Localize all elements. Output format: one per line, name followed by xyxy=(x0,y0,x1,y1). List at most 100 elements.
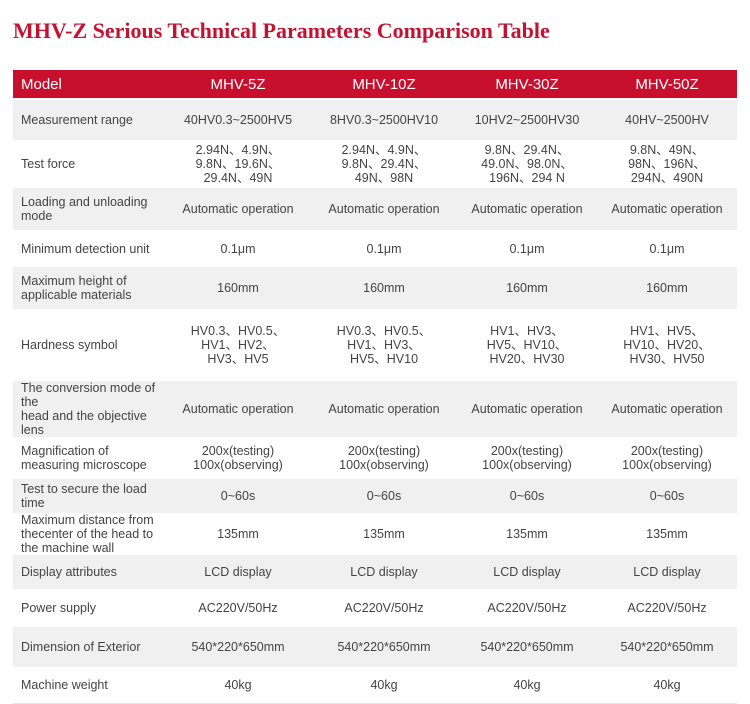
cell-line: 200x(testing) xyxy=(201,444,275,458)
table-row: Dimension of Exterior 540*220*650mm 540*22… xyxy=(13,627,737,667)
cell-line: HV1、HV5、 xyxy=(630,324,704,338)
row-label: Test to secure the load time xyxy=(13,479,165,513)
cell-line: 196N、294 N xyxy=(489,171,565,185)
cell: 160mm xyxy=(597,267,737,309)
cell: 540*220*650mm xyxy=(165,627,311,667)
header-cell: Model xyxy=(13,70,165,98)
cell: 160mm xyxy=(311,267,457,309)
cell: Automatic operation xyxy=(457,381,597,437)
cell: HV1、HV5、 HV10、HV20、 HV30、HV50 xyxy=(597,309,737,381)
cell: Automatic operation xyxy=(597,188,737,230)
cell: 10HV2~2500HV30 xyxy=(457,100,597,140)
cell: 160mm xyxy=(457,267,597,309)
cell-line: HV0.3、HV0.5、 xyxy=(336,324,432,338)
cell-line: applicable materials xyxy=(21,288,132,302)
row-label: Magnification of measuring microscope xyxy=(13,437,165,479)
cell: 200x(testing) 100x(observing) xyxy=(311,437,457,479)
cell: 0.1μm xyxy=(165,230,311,267)
cell-line: 200x(testing) xyxy=(490,444,564,458)
row-label: Hardness symbol xyxy=(13,309,165,381)
cell: AC220V/50Hz xyxy=(597,589,737,627)
cell: LCD display xyxy=(311,555,457,589)
cell-line: HV1、HV3、 xyxy=(490,324,564,338)
table-row: Hardness symbol HV0.3、HV0.5、 HV1、HV2、 HV3、H… xyxy=(13,309,737,381)
cell-line: HV1、HV3、 xyxy=(347,338,421,352)
cell: HV1、HV3、 HV5、HV10、 HV20、HV30 xyxy=(457,309,597,381)
cell-line: Maximum height of xyxy=(21,274,127,288)
table-row: Minimum detection unit 0.1μm 0.1μm 0.1μm 0.1… xyxy=(13,230,737,267)
header-cell: MHV-10Z xyxy=(311,70,457,98)
cell-line: 9.8N、29.4N、 xyxy=(484,143,570,157)
row-label: Test force xyxy=(13,140,165,188)
cell-line: 200x(testing) xyxy=(347,444,421,458)
cell: 40HV~2500HV xyxy=(597,100,737,140)
cell: 0~60s xyxy=(597,479,737,513)
table-row: The conversion mode of the head and the o… xyxy=(13,381,737,437)
cell-line: 100x(observing) xyxy=(339,458,429,472)
cell: Automatic operation xyxy=(311,381,457,437)
row-label: Minimum detection unit xyxy=(13,230,165,267)
cell: AC220V/50Hz xyxy=(311,589,457,627)
cell: Automatic operation xyxy=(165,188,311,230)
table-row: Loading and unloading mode Automatic oper… xyxy=(13,188,737,230)
cell: 0~60s xyxy=(165,479,311,513)
page-title: MHV-Z Serious Technical Parameters Compa… xyxy=(13,18,550,43)
cell-line: the machine wall xyxy=(21,541,115,555)
cell: 135mm xyxy=(165,513,311,555)
cell-line: 49.0N、98.0N、 xyxy=(481,157,573,171)
cell-line: thecenter of the head to xyxy=(21,527,154,541)
row-label: The conversion mode of the head and the o… xyxy=(13,381,165,437)
cell-line: 100x(observing) xyxy=(193,458,283,472)
cell-line: HV5、HV10 xyxy=(349,352,419,366)
cell: Automatic operation xyxy=(457,188,597,230)
cell: AC220V/50Hz xyxy=(165,589,311,627)
table-row: Power supply AC220V/50Hz AC220V/50Hz AC220V… xyxy=(13,589,737,627)
cell-line: head and the objective lens xyxy=(21,409,147,437)
header-row: Model MHV-5Z MHV-10Z MHV-30Z MHV-50Z xyxy=(13,70,737,98)
cell-line: HV0.3、HV0.5、 xyxy=(190,324,286,338)
spacer-cell xyxy=(457,98,597,100)
cell-line: 9.8N、49N、 xyxy=(629,143,705,157)
cell-line: The conversion mode of the xyxy=(21,381,156,409)
table-row: Magnification of measuring microscope 200x… xyxy=(13,437,737,479)
cell-line: Magnification of xyxy=(21,444,109,458)
cell: 135mm xyxy=(311,513,457,555)
cell: 0~60s xyxy=(457,479,597,513)
cell: 540*220*650mm xyxy=(311,627,457,667)
header-cell: MHV-30Z xyxy=(457,70,597,98)
cell: 135mm xyxy=(457,513,597,555)
cell-line: HV30、HV50 xyxy=(629,352,705,366)
cell: HV0.3、HV0.5、 HV1、HV2、 HV3、HV5 xyxy=(165,309,311,381)
spacer-cell xyxy=(311,98,457,100)
table-row: Machine weight 40kg 40kg 40kg 40kg xyxy=(13,667,737,703)
cell: 2.94N、4.9N、 9.8N、19.6N、 29.4N、49N xyxy=(165,140,311,188)
cell-line: 100x(observing) xyxy=(622,458,712,472)
cell: 540*220*650mm xyxy=(597,627,737,667)
row-label: Measurement range xyxy=(13,100,165,140)
cell: 200x(testing) 100x(observing) xyxy=(597,437,737,479)
cell: 9.8N、49N、 98N、196N、 294N、490N xyxy=(597,140,737,188)
cell: 200x(testing) 100x(observing) xyxy=(165,437,311,479)
header-cell: MHV-50Z xyxy=(597,70,737,98)
header-cell: MHV-5Z xyxy=(165,70,311,98)
row-label: Dimension of Exterior xyxy=(13,627,165,667)
cell: AC220V/50Hz xyxy=(457,589,597,627)
cell: 540*220*650mm xyxy=(457,627,597,667)
cell-line: 2.94N、4.9N、 xyxy=(341,143,427,157)
row-label: Loading and unloading mode xyxy=(13,188,165,230)
cell: 40kg xyxy=(165,667,311,703)
cell-line: 29.4N、49N xyxy=(203,171,273,185)
cell-line: HV20、HV30 xyxy=(489,352,565,366)
table-row: Display attributes LCD display LCD display… xyxy=(13,555,737,589)
spacer-cell xyxy=(597,98,737,100)
cell-line: 294N、490N xyxy=(630,171,704,185)
table-row: Test force 2.94N、4.9N、 9.8N、19.6N、 29.4N、49… xyxy=(13,140,737,188)
table-body: Measurement range 40HV0.3~2500HV5 8HV0.3~2… xyxy=(13,98,737,703)
row-label: Maximum distance from thecenter of the he… xyxy=(13,513,165,555)
cell-line: 9.8N、19.6N、 xyxy=(195,157,281,171)
cell: 2.94N、4.9N、 9.8N、29.4N、 49N、98N xyxy=(311,140,457,188)
cell: LCD display xyxy=(597,555,737,589)
cell: Automatic operation xyxy=(311,188,457,230)
cell: 0.1μm xyxy=(457,230,597,267)
cell: 40kg xyxy=(597,667,737,703)
